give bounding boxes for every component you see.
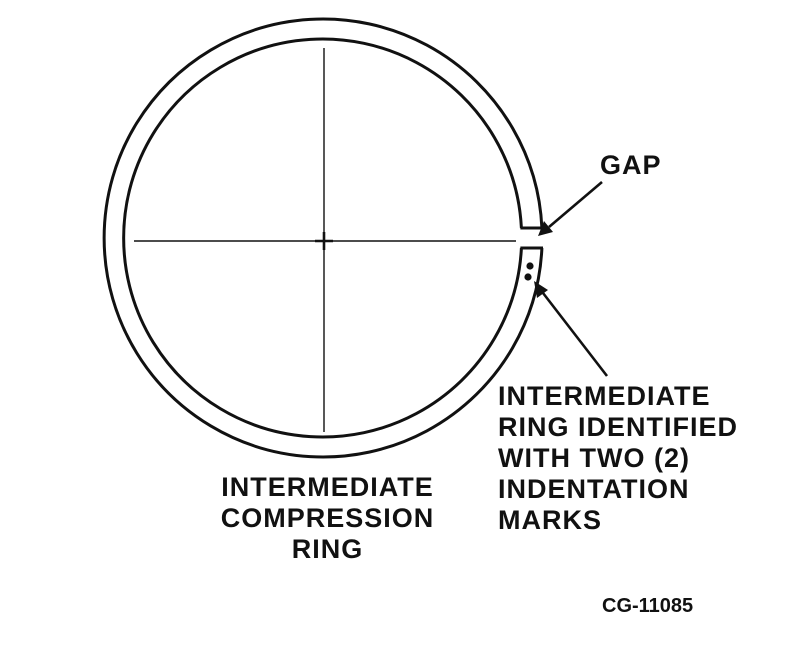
indentation-label-line: RING IDENTIFIED	[498, 412, 739, 442]
indentation-label-line: INDENTATION	[498, 474, 690, 504]
ring-name-label: INTERMEDIATE COMPRESSION RING	[205, 472, 450, 565]
indentation-label-line: INTERMEDIATE	[498, 381, 711, 411]
ring-label-line: INTERMEDIATE	[221, 472, 434, 502]
indentation-mark	[526, 262, 534, 270]
indentation-mark	[524, 273, 532, 281]
indentation-marks-label: INTERMEDIATE RING IDENTIFIED WITH TWO (2…	[498, 381, 738, 536]
gap-label: GAP	[600, 150, 662, 180]
ring-inner-edge	[122, 37, 523, 439]
ring-label-line: COMPRESSION	[220, 503, 435, 533]
indentation-leader-line	[541, 292, 609, 377]
gap-arrowhead	[538, 221, 553, 236]
indentation-label-line: MARKS	[498, 505, 602, 535]
ring-label-line: RING	[291, 534, 364, 564]
indentation-label-line: WITH TWO (2)	[498, 443, 690, 473]
figure-id: CG-11085	[602, 595, 694, 617]
ring-outer-edge	[102, 17, 544, 459]
gap-leader-line	[548, 181, 603, 228]
indentation-arrowhead	[534, 281, 548, 298]
